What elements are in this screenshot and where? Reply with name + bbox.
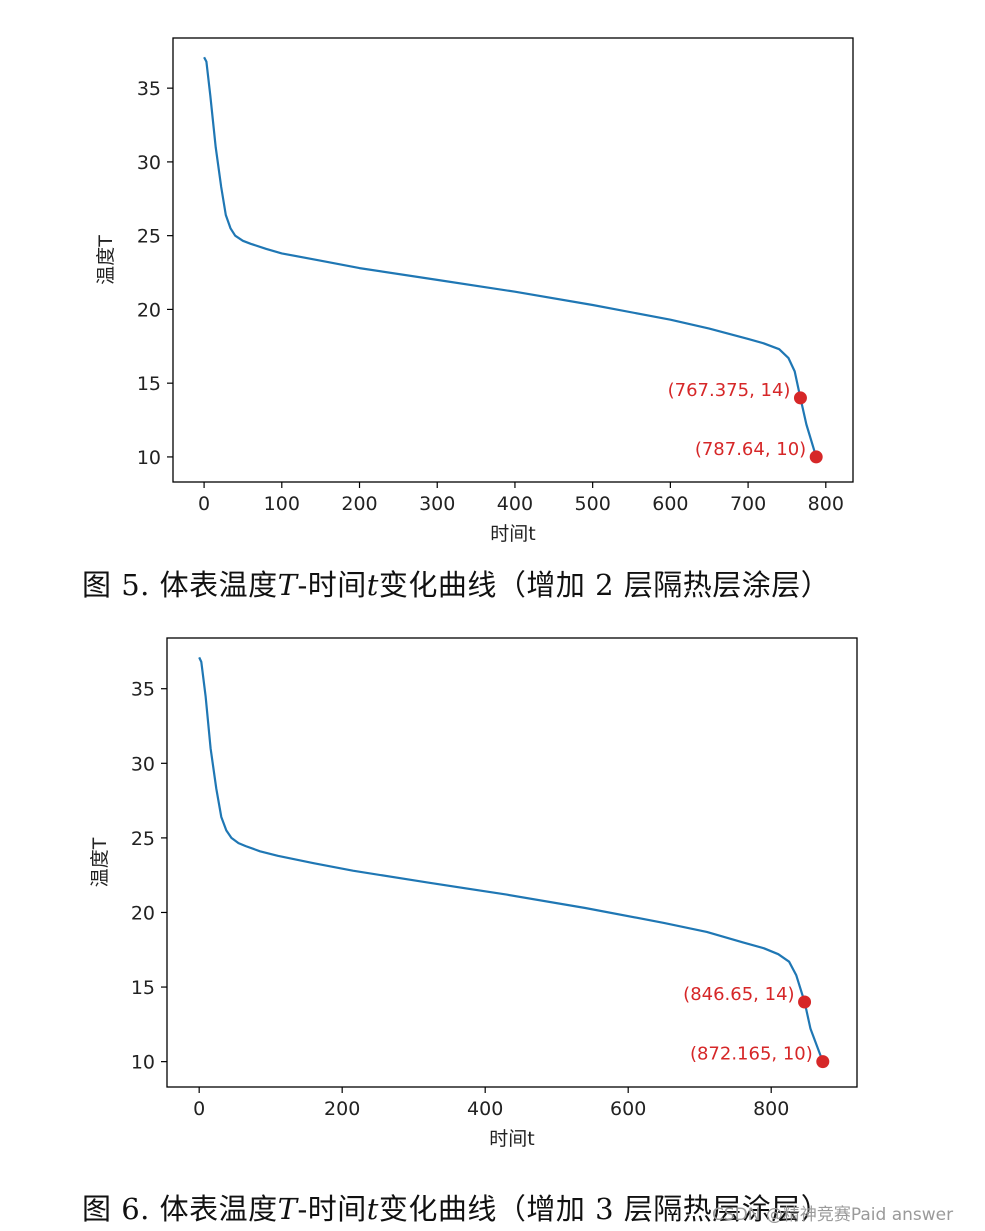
y-tick-label: 30 [137, 152, 161, 174]
x-tick-label: 0 [193, 1098, 205, 1120]
annotation-point [798, 995, 812, 1009]
annotation-label: (787.64, 10) [695, 439, 806, 460]
caption-fig5: 图 5. 体表温度𝑇-时间𝑡变化曲线（增加 2 层隔热层涂层） [82, 568, 831, 602]
annotation-point [793, 391, 807, 405]
x-tick-label: 600 [610, 1098, 646, 1120]
plot-frame [172, 37, 854, 483]
caption-fig6: 图 6. 体表温度𝑇-时间𝑡变化曲线（增加 3 层隔热层涂层） [82, 1192, 831, 1226]
x-tick-label: 200 [324, 1098, 360, 1120]
x-tick-label: 400 [497, 493, 533, 515]
y-tick-label: 30 [131, 753, 155, 775]
x-tick-label: 500 [575, 493, 611, 515]
x-tick-label: 600 [652, 493, 688, 515]
x-tick-label: 100 [264, 493, 300, 515]
chart-2: 0 200 400 600 800 10 15 20 25 30 35 时间t 温度T (846.65, … [0, 600, 985, 1160]
x-tick-label: 0 [198, 493, 210, 515]
plot-frame [166, 637, 858, 1088]
watermark: CSDN @精神竞赛Paid answer [712, 1205, 954, 1225]
y-axis-label: 温度T [95, 235, 117, 285]
x-tick-label: 400 [467, 1098, 503, 1120]
x-tick-label: 800 [808, 493, 844, 515]
annotation-point [816, 1055, 830, 1069]
y-tick-label: 10 [131, 1052, 155, 1074]
annotation-label: (767.375, 14) [668, 380, 791, 401]
y-tick-label: 35 [137, 78, 161, 100]
chart-1: 0 100 200 300 400 500 600 700 800 10 15 20 25 30 35 时间t… [0, 0, 985, 560]
y-tick-label: 20 [131, 902, 155, 924]
y-tick-label: 20 [137, 299, 161, 321]
series-line [203, 56, 818, 458]
chart-2-svg: 0 200 400 600 800 10 15 20 25 30 35 时间t 温度T (846.65, … [89, 637, 858, 1150]
y-tick-label: 35 [131, 679, 155, 701]
y-tick-label: 25 [131, 828, 155, 850]
series-line [198, 656, 824, 1062]
x-tick-label: 200 [341, 493, 377, 515]
chart-1-svg: 0 100 200 300 400 500 600 700 800 10 15 20 25 30 35 时间t… [95, 37, 854, 545]
annotation-label: (872.165, 10) [690, 1044, 813, 1065]
x-tick-label: 700 [730, 493, 766, 515]
y-tick-label: 25 [137, 226, 161, 248]
y-tick-label: 15 [131, 977, 155, 999]
x-axis-label: 时间t [490, 523, 535, 545]
x-tick-label: 800 [753, 1098, 789, 1120]
y-tick-label: 10 [137, 447, 161, 469]
annotation-label: (846.65, 14) [683, 984, 794, 1005]
y-tick-label: 15 [137, 373, 161, 395]
y-axis-label: 温度T [89, 837, 111, 887]
x-tick-label: 300 [419, 493, 455, 515]
x-axis-label: 时间t [489, 1128, 534, 1150]
annotation-point [809, 450, 823, 464]
